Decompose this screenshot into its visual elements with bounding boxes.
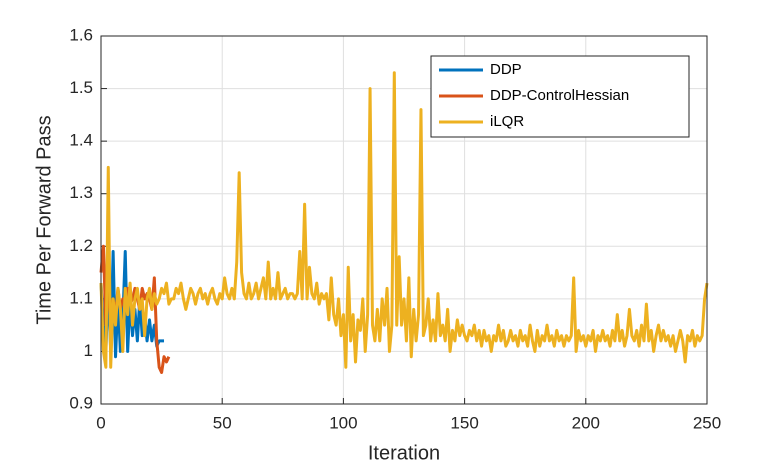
plot-frame bbox=[100, 35, 708, 405]
y-tick-label: 1.2 bbox=[69, 236, 93, 255]
line-series bbox=[99, 71, 709, 369]
y-axis-label: Time Per Forward Pass bbox=[33, 115, 55, 324]
x-tick-label: 0 bbox=[96, 413, 105, 432]
y-tick-label: 1 bbox=[84, 341, 93, 360]
y-tick-label: 1.6 bbox=[69, 25, 93, 44]
y-tick-label: 1.3 bbox=[69, 183, 93, 202]
legend-label: iLQR bbox=[490, 113, 524, 130]
x-tick-label: 50 bbox=[213, 413, 232, 432]
x-tick-label: 250 bbox=[693, 413, 721, 432]
x-tick-label: 150 bbox=[450, 413, 478, 432]
x-axis-label: Iteration bbox=[368, 442, 440, 464]
x-tick-label: 200 bbox=[572, 413, 600, 432]
y-tick-label: 0.9 bbox=[69, 393, 93, 412]
y-tick-label: 1.5 bbox=[69, 78, 93, 97]
y-tick-label: 1.1 bbox=[69, 288, 93, 307]
legend-label: DDP bbox=[490, 61, 522, 78]
legend-label: DDP-ControlHessian bbox=[490, 87, 629, 104]
x-tick-label: 100 bbox=[329, 413, 357, 432]
y-tick-label: 1.4 bbox=[69, 131, 93, 150]
